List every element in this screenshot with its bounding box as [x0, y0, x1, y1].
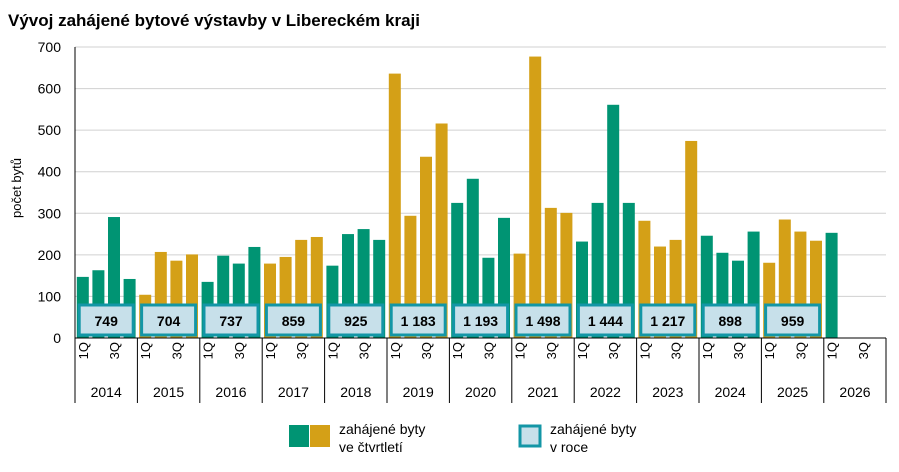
quarter-label: 3Q: [544, 342, 559, 359]
y-axis-label: počet bytů: [9, 158, 24, 218]
legend-quarterly-line2: ve čtvrtletí: [339, 439, 403, 455]
quarter-label: 3Q: [232, 342, 247, 359]
annual-value-2024: 898: [719, 313, 743, 329]
annual-box-2021: [514, 303, 572, 337]
y-tick-label: 100: [38, 288, 62, 304]
year-label-2019: 2019: [403, 384, 434, 400]
bar-2019-q1: [388, 73, 401, 338]
year-label-2015: 2015: [153, 384, 184, 400]
y-tick-label: 600: [38, 81, 62, 97]
annual-value-2019: 1 183: [401, 313, 436, 329]
quarter-label: 1Q: [762, 342, 777, 359]
y-tick-label: 700: [38, 39, 62, 55]
quarter-label: 3Q: [481, 342, 496, 359]
year-label-2016: 2016: [215, 384, 246, 400]
annual-box-2022: [576, 303, 634, 337]
quarter-label: 3Q: [169, 342, 184, 359]
y-tick-label: 400: [38, 164, 62, 180]
annual-boxes: 749 704 737 859 925 1 183 1 193 1 498 1 444 1 217…: [77, 303, 822, 337]
annual-box-2025: [764, 303, 822, 337]
chart-title: Vývoj zahájené bytové výstavby v Liberec…: [8, 11, 420, 30]
annual-value-2025: 959: [781, 313, 805, 329]
quarter-label: 3Q: [419, 342, 434, 359]
quarter-label: 1Q: [263, 342, 278, 359]
quarter-label: 3Q: [793, 342, 808, 359]
year-label-2018: 2018: [340, 384, 371, 400]
year-label-2014: 2014: [91, 384, 122, 400]
annual-value-2022: 1 444: [588, 313, 623, 329]
annual-value-2020: 1 193: [463, 313, 498, 329]
annual-box-2023: [639, 303, 697, 337]
y-tick-label: 300: [38, 205, 62, 221]
annual-box-2024: [701, 303, 759, 337]
quarter-label: 1Q: [700, 342, 715, 359]
quarter-label: 1Q: [138, 342, 153, 359]
legend-swatch-annual: [518, 424, 542, 448]
annual-box-2014: [77, 303, 135, 337]
bar-2021-q2: [529, 56, 542, 338]
legend-annual-line1: zahájené byty: [550, 421, 636, 437]
annual-value-2014: 749: [95, 313, 119, 329]
bar-2019-q3: [420, 156, 432, 338]
annual-value-2023: 1 217: [650, 313, 685, 329]
x-axis: 1Q 3Q 2014 1Q 3Q 2015 1Q 3Q 2016 1Q 3Q 2017 1Q 3Q 2018…: [74, 337, 887, 403]
annual-box-2019: [389, 303, 447, 337]
annual-value-2015: 704: [157, 313, 181, 329]
year-label-2023: 2023: [652, 384, 683, 400]
quarter-label: 3Q: [606, 342, 621, 359]
quarter-label: 3Q: [669, 342, 684, 359]
year-label-2020: 2020: [465, 384, 496, 400]
bar-2020-q2: [466, 178, 479, 338]
year-label-2017: 2017: [278, 384, 309, 400]
quarter-label: 1Q: [450, 342, 465, 359]
bars: [76, 56, 838, 339]
year-label-2022: 2022: [590, 384, 621, 400]
quarter-label: 1Q: [825, 342, 840, 359]
legend-swatch-gold: [310, 425, 330, 447]
quarter-label: 3Q: [357, 342, 372, 359]
annual-box-2016: [202, 303, 260, 337]
quarter-label: 1Q: [637, 342, 652, 359]
annual-value-2021: 1 498: [525, 313, 560, 329]
quarter-label: 1Q: [325, 342, 340, 359]
quarter-label: 1Q: [201, 342, 216, 359]
annual-value-2018: 925: [344, 313, 368, 329]
annual-box-2020: [452, 303, 510, 337]
annual-box-2017: [264, 303, 322, 337]
quarter-label: 3Q: [731, 342, 746, 359]
annual-value-2017: 859: [282, 313, 306, 329]
gridlines: [75, 46, 886, 297]
quarter-label: 1Q: [388, 342, 403, 359]
quarter-label: 3Q: [107, 342, 122, 359]
quarter-label: 1Q: [76, 342, 91, 359]
y-tick-label: 0: [53, 330, 61, 346]
legend-annual-line2: v roce: [550, 439, 588, 455]
bar-2026-q1: [825, 232, 838, 338]
year-label-2024: 2024: [715, 384, 746, 400]
annual-value-2016: 737: [219, 313, 243, 329]
year-label-2021: 2021: [527, 384, 558, 400]
quarter-label: 1Q: [575, 342, 590, 359]
quarter-label: 3Q: [856, 342, 871, 359]
bar-2019-q4: [435, 123, 448, 339]
y-tick-label: 500: [38, 122, 62, 138]
legend-swatch-teal: [289, 425, 309, 447]
y-axis-ticks: 0 100 200 300 400 500 600 700: [38, 39, 76, 346]
legend-quarterly-line1: zahájené byty: [339, 421, 425, 437]
year-label-2025: 2025: [777, 384, 808, 400]
y-tick-label: 200: [38, 247, 62, 263]
quarter-label: 1Q: [513, 342, 528, 359]
annual-box-2015: [140, 303, 198, 337]
bar-2023-q4: [685, 140, 698, 338]
year-label-2026: 2026: [839, 384, 870, 400]
quarter-label: 3Q: [294, 342, 309, 359]
legend: zahájené byty ve čtvrtletí zahájené byty…: [289, 421, 636, 455]
bar-2022-q3: [607, 104, 620, 338]
annual-box-2018: [327, 303, 385, 337]
